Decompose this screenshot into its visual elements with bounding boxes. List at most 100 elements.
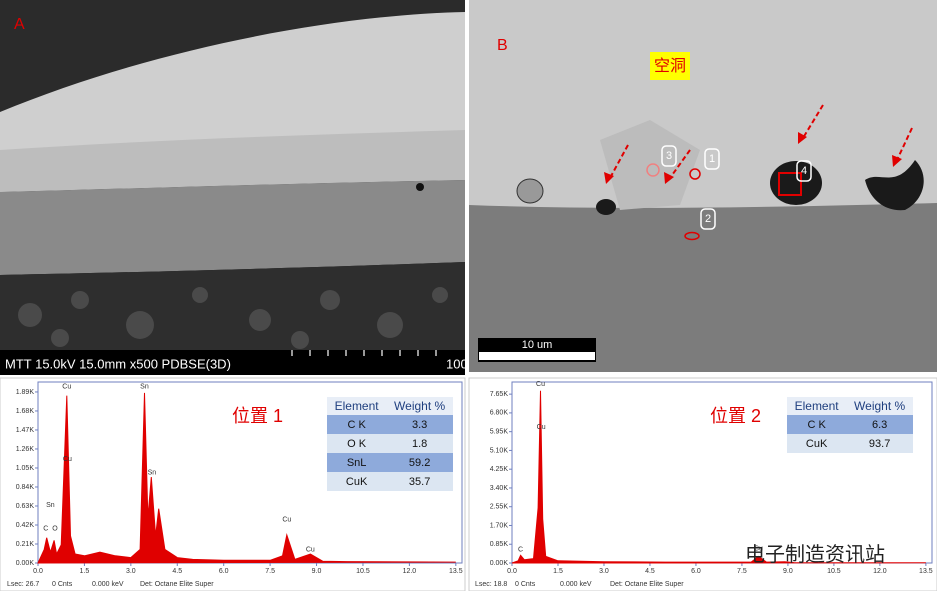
peak-label: Cu [63,456,72,463]
x-tick-label: 6.0 [219,568,229,575]
x-tick-label: 7.5 [737,568,747,575]
table-cell: SnL [327,453,387,472]
y-tick-label: 5.95K [490,429,509,436]
peak-label: C [518,547,523,554]
peak-label: Cu [62,383,71,390]
table-row: C K 3.3 [327,415,453,434]
peak-label: Sn [46,502,55,509]
caption: MTT 15.0kV 15.0mm x500 PDBSE(3D) [5,356,231,371]
table-row: CuK 35.7 [327,472,453,491]
y-tick-label: 2.55K [490,504,509,511]
x-tick-label: 1.5 [80,568,90,575]
peak-label: Sn [148,469,157,476]
footer-text: Det: Octane Elite Super [610,581,684,588]
element-table: Element Weight % C K 6.3 CuK 93.7 [787,397,913,453]
footer-text: 0.000 keV [560,581,592,588]
site-label: 位置 2 [710,406,762,426]
x-tick-label: 3.0 [599,568,609,575]
x-tick-label: 13.5 [449,568,463,575]
y-tick-label: 0.63K [16,503,35,510]
y-tick-label: 1.26K [16,446,35,453]
table-cell: 1.8 [386,434,453,453]
y-tick-label: 1.05K [16,465,35,472]
site-label: 位置 1 [232,406,284,426]
y-tick-label: 7.65K [490,391,509,398]
peak-label: Cu [282,516,291,523]
footer-text: 0 Cnts [52,581,73,588]
x-tick-label: 9.0 [312,568,322,575]
x-tick-label: 6.0 [691,568,701,575]
table-cell: C K [787,415,847,434]
y-tick-label: 0.00K [16,560,35,567]
header-cell: Weight % [846,397,913,415]
footer-text: 0.000 keV [92,581,124,588]
table-cell: 6.3 [846,415,913,434]
y-tick-label: 1.47K [16,427,35,434]
void-label: 空洞 [654,57,686,75]
x-tick-label: 0.0 [33,568,43,575]
peak-label: Cu [537,424,546,431]
peak-label: Sn [140,383,149,390]
footer-text: Det: Octane Elite Super [140,581,214,588]
peak-label: Cu [754,545,763,552]
spectrum [37,392,456,564]
panel-label: B [497,37,508,54]
y-tick-label: 0.85K [490,541,509,548]
table-cell: CuK [787,434,847,453]
marker: 4 [801,165,807,177]
footer-text: Lsec: 18.8 [475,581,507,588]
y-tick-label: 1.89K [16,389,35,396]
peak-label: Cu [306,546,315,553]
marker: 3 [666,150,672,162]
y-tick-label: 0.00K [490,560,509,567]
peak-label: Cu [536,381,545,388]
marker: 2 [705,213,711,225]
y-tick-label: 1.68K [16,408,35,415]
element-table: Element Weight % C K 3.3 O K 1.8 SnL 59.2 CuK 35.… [327,397,453,491]
marker: 1 [709,153,715,165]
scale-bar: 10 um [522,339,553,351]
y-tick-label: 4.25K [490,466,509,473]
table-header: Element Weight % [327,397,453,415]
x-tick-label: 7.5 [265,568,275,575]
table-cell: CuK [327,472,387,491]
x-tick-label: 1.5 [553,568,563,575]
table-cell: 35.7 [386,472,453,491]
x-tick-label: 9.0 [783,568,793,575]
x-tick-label: 13.5 [919,568,933,575]
y-tick-label: 1.70K [490,522,509,529]
peak-label: O [52,525,58,532]
x-tick-label: 12.0 [873,568,887,575]
y-tick-label: 5.10K [490,447,509,454]
footer-text: 0 Cnts [515,581,536,588]
header-cell: Weight % [386,397,453,415]
x-tick-label: 4.5 [645,568,655,575]
table-row: O K 1.8 [327,434,453,453]
table-header: Element Weight % [787,397,913,415]
table-cell: C K [327,415,387,434]
y-tick-label: 6.80K [490,410,509,417]
x-tick-label: 12.0 [403,568,417,575]
x-tick-label: 0.0 [507,568,517,575]
table-cell: 93.7 [846,434,913,453]
table-cell: 3.3 [386,415,453,434]
micrograph-a: A MTT 15.0kV 15.0mm x500 PDBSE(3D) 100 [0,0,468,375]
micrograph-b: 空洞 1 2 3 4 10 um B [469,0,937,372]
x-tick-label: 10.5 [356,568,370,575]
table-row: SnL 59.2 [327,453,453,472]
x-tick-label: 4.5 [172,568,182,575]
x-tick-label: 10.5 [827,568,841,575]
table-cell: O K [327,434,387,453]
table-row: C K 6.3 [787,415,913,434]
x-tick-label: 3.0 [126,568,136,575]
y-tick-label: 0.42K [16,522,35,529]
spectrum [511,390,926,564]
table-row: CuK 93.7 [787,434,913,453]
watermark: 电子制造资讯站 [745,544,885,566]
y-tick-label: 0.84K [16,484,35,491]
table-cell: 59.2 [386,453,453,472]
y-tick-label: 0.21K [16,541,35,548]
panel-label: A [14,16,25,33]
